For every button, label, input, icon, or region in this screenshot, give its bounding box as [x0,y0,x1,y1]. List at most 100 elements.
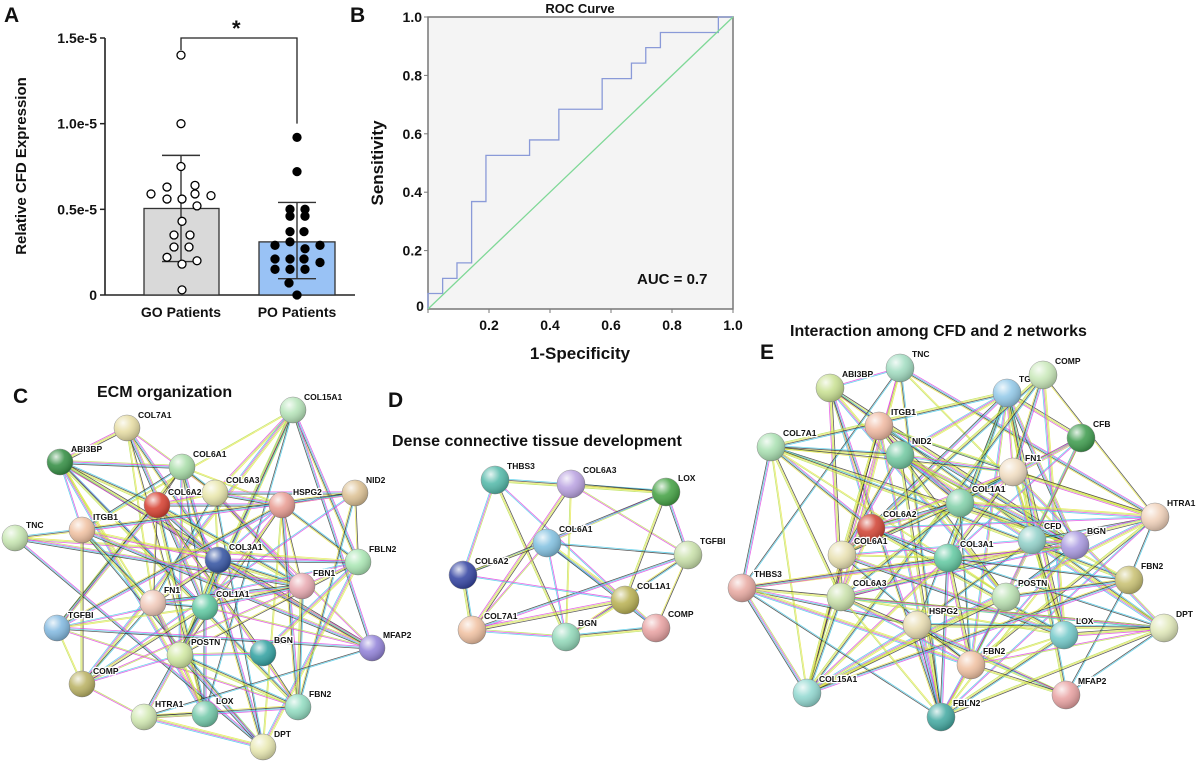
edge-line [205,587,303,610]
data-point [285,211,295,221]
edge-line [960,502,1156,517]
edge-line [941,628,1165,719]
edge-line [1005,394,1081,440]
edge-line [472,543,548,631]
network-edge [841,554,949,559]
edge-line [900,453,1014,472]
y-axis-label: Relative CFD Expression [13,77,30,255]
edge-line [156,505,298,708]
data-point [146,189,156,199]
edge-line [571,483,667,492]
node-label: COL6A2 [168,487,202,497]
edge-line [546,543,688,556]
node-label: TNC [912,349,929,359]
significance-bracket [180,37,298,124]
y-tick-label: 0.5e-5 [57,201,97,217]
edge-line [279,505,297,708]
node-label: LOX [216,696,234,706]
edge-line [839,501,960,597]
network-edge [805,556,950,695]
edge-line [218,558,374,647]
edge-line [180,653,299,706]
edge-line [57,505,159,630]
edge-line [144,715,264,746]
network-edge [940,626,1165,719]
edge-line [495,479,568,637]
edge-line [263,562,360,655]
node-highlight [865,412,893,440]
edge-line [741,588,807,694]
data-point [192,201,202,211]
edge-line [1063,627,1164,635]
node-highlight [1115,566,1143,594]
network-edge [947,557,1130,581]
node-label: DPT [1176,609,1194,619]
edge-line [805,623,917,692]
edge-line [1006,438,1083,598]
edge-line [771,446,872,528]
edge-line [870,470,1013,528]
data-point [299,226,309,237]
edge-line [940,627,1165,718]
edge-line [900,393,1008,456]
edge-line [870,529,1064,637]
edge-line [179,651,263,655]
node-highlight [289,573,315,599]
node-label: COL6A3 [853,578,887,588]
node-highlight [359,635,385,661]
edge-line [941,545,1076,718]
edge-line [570,484,688,556]
edge-line [547,542,626,600]
node-highlight [793,679,821,707]
edge-line [493,480,566,638]
network-edge [899,453,1014,474]
edge-line [294,409,360,562]
node-label: COL3A1 [229,542,263,552]
edge-line [971,635,1065,666]
edge-line [82,494,356,533]
node-label: COMP [1055,356,1081,366]
edge-line [741,588,941,718]
network-node: ITGB1 [864,406,918,441]
y-tick-label: 1.0e-5 [57,116,97,132]
edge-line [81,654,180,684]
network-node: DPT [1149,608,1195,643]
network-edge [805,623,919,695]
network-edge [56,626,373,650]
edge-line [82,528,155,603]
network-node: COMP [1028,355,1082,390]
edge-line [472,601,626,633]
network-edge [296,492,357,708]
node-label: FBN2 [309,689,331,699]
network-edge [59,459,183,470]
edge-line [144,716,264,747]
edge-line [178,655,263,749]
edge-line [473,484,573,632]
edge-line [741,555,948,587]
network-node: FBN1 [288,567,337,600]
network-node: COL6A1 [827,535,889,570]
edge-line [771,446,901,455]
network-node: THBS3 [480,460,536,495]
data-point [315,240,325,250]
network-edge [217,558,359,564]
node-highlight [828,541,856,569]
node-highlight [169,454,195,480]
edge-line [56,628,298,708]
node-highlight [1141,503,1169,531]
data-point [176,161,186,172]
edge-line [916,624,1067,696]
edge-line [214,493,372,649]
network-node: NID2 [341,474,387,507]
edge-line [182,466,206,607]
edge-line [742,447,773,589]
edge-line [842,455,901,556]
edge-line [472,484,572,631]
network-node: CFB [1066,418,1112,453]
edge-line [900,454,1130,580]
network-node: COL3A1 [204,541,264,574]
data-point [169,242,179,252]
y-tick-label: 0 [89,287,97,303]
node-label: CFD [1044,521,1061,531]
network-node: HTRA1 [1140,497,1197,532]
